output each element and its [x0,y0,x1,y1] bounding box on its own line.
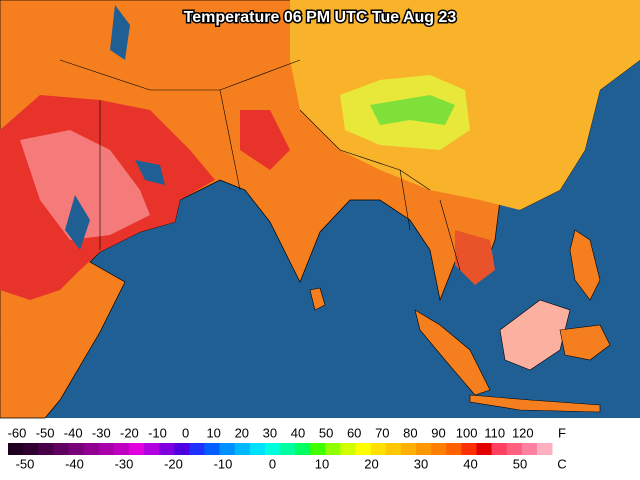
color-swatch [340,443,357,455]
fahrenheit-label: -20 [120,425,139,440]
color-swatch [295,443,311,455]
color-swatch [8,443,24,455]
fahrenheit-label: -50 [36,425,55,440]
fahrenheit-label: 90 [431,425,445,440]
celsius-label: 20 [364,456,378,471]
fahrenheit-unit: F [558,425,566,440]
celsius-label: -20 [164,456,183,471]
fahrenheit-label: 20 [235,425,249,440]
fahrenheit-label: 50 [319,425,333,440]
fahrenheit-label: 100 [456,425,478,440]
color-swatch [23,443,39,455]
color-swatch [491,443,508,455]
color-swatch [219,443,236,455]
color-swatch [416,443,432,455]
color-legend: -60 -50 -40 -30 -20 -10 0 10 20 30 40 50 60 70 80 90 100… [8,425,567,471]
color-swatch [264,443,281,455]
color-swatch [355,443,372,455]
color-swatch [204,443,221,455]
color-swatch [476,443,493,455]
fahrenheit-label: 30 [263,425,277,440]
fahrenheit-label: 60 [347,425,361,440]
celsius-label: 50 [513,456,527,471]
fahrenheit-label: -60 [8,425,27,440]
fahrenheit-label: 120 [512,425,534,440]
color-swatch [325,443,341,455]
color-swatch [446,443,462,455]
fahrenheit-label: 70 [375,425,389,440]
color-swatch [159,443,175,455]
map-title: Temperature 06 PM UTC Tue Aug 23 [184,9,457,26]
celsius-label: -30 [115,456,134,471]
celsius-label: 10 [315,456,329,471]
color-swatch [234,443,251,455]
color-swatch [370,443,387,455]
fahrenheit-label: 40 [291,425,305,440]
color-swatch [98,443,115,455]
color-swatch [310,443,326,455]
fahrenheit-label: -30 [92,425,111,440]
color-swatch [174,443,190,455]
color-swatch [113,443,130,455]
color-swatch [506,443,523,455]
celsius-unit: C [557,456,566,471]
color-swatch [249,443,266,455]
color-swatch [189,443,205,455]
color-swatch [536,443,553,455]
color-swatch [38,443,54,455]
fahrenheit-label: 10 [206,425,220,440]
color-swatch [68,443,85,455]
color-swatch [83,443,100,455]
celsius-label: 0 [269,456,276,471]
color-swatch [521,443,538,455]
color-swatch [385,443,402,455]
color-swatch [431,443,447,455]
fahrenheit-label: -40 [64,425,83,440]
fahrenheit-label: -10 [148,425,167,440]
fahrenheit-label: 80 [403,425,417,440]
color-swatch [128,443,145,455]
color-swatch [461,443,477,455]
celsius-label: -10 [214,456,233,471]
color-swatch [400,443,417,455]
celsius-label: -50 [16,456,35,471]
celsius-label: 30 [414,456,428,471]
map: Temperature 06 PM UTC Tue Aug 23 [0,0,640,419]
color-swatch [53,443,69,455]
color-swatch [280,443,296,455]
fahrenheit-label: 0 [182,425,189,440]
celsius-label: 40 [463,456,477,471]
fahrenheit-label: 110 [484,425,505,440]
color-swatch [144,443,160,455]
celsius-label: -40 [65,456,84,471]
